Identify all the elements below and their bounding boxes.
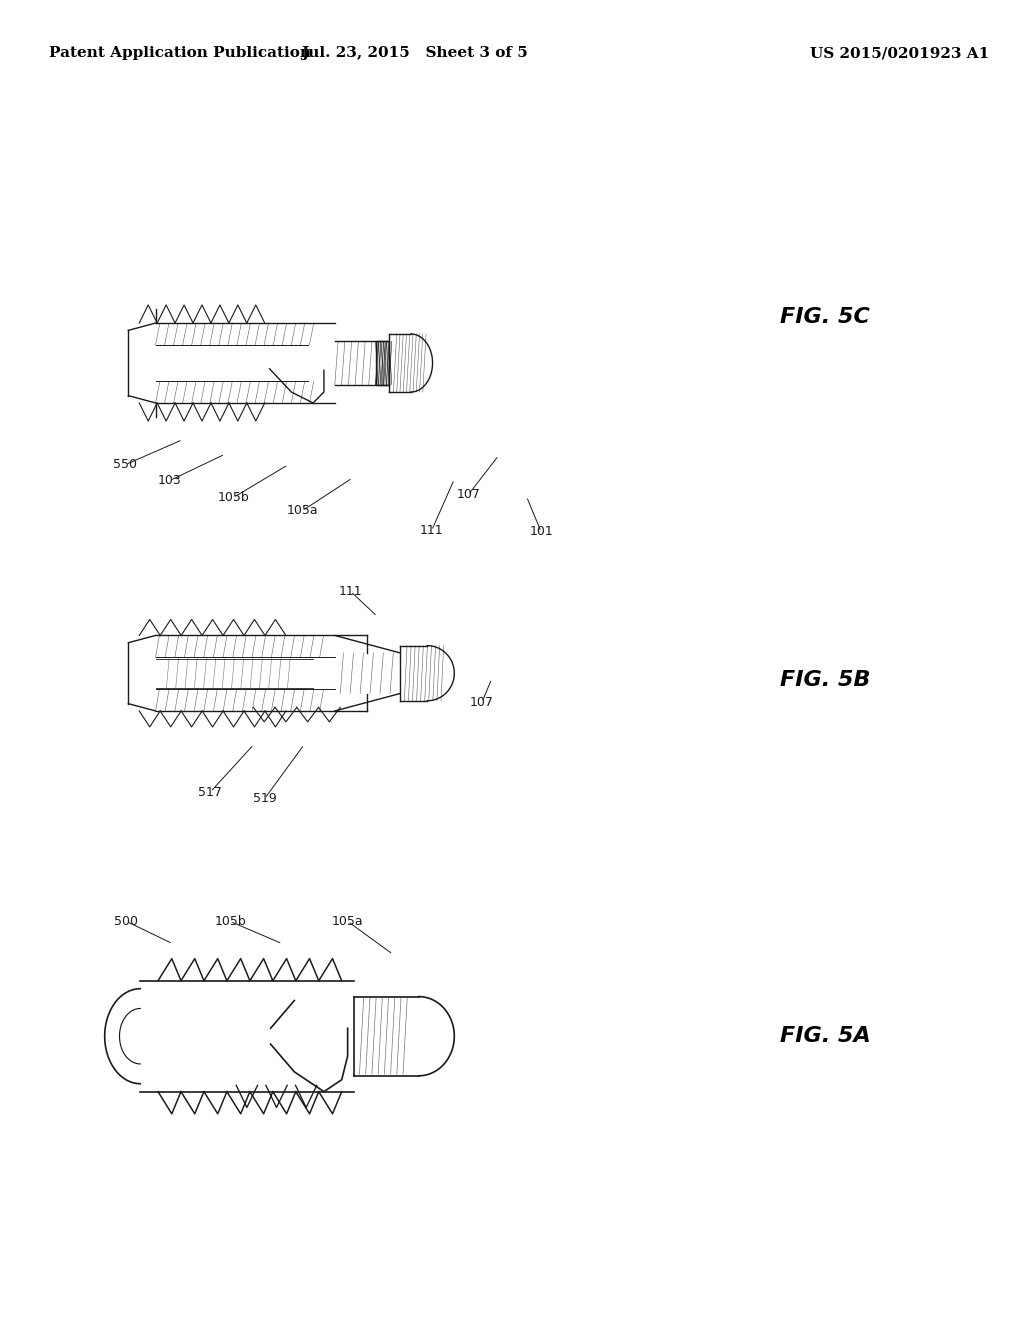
Text: FIG. 5C: FIG. 5C <box>780 306 870 327</box>
Text: 107: 107 <box>456 488 480 502</box>
Text: 519: 519 <box>253 792 276 805</box>
Text: 105b: 105b <box>214 915 246 928</box>
Text: 111: 111 <box>420 524 443 537</box>
Text: 103: 103 <box>158 474 181 487</box>
Text: Patent Application Publication: Patent Application Publication <box>49 46 311 61</box>
Text: FIG. 5B: FIG. 5B <box>780 669 870 690</box>
Text: US 2015/0201923 A1: US 2015/0201923 A1 <box>810 46 989 61</box>
Text: FIG. 5A: FIG. 5A <box>780 1026 871 1047</box>
Text: 550: 550 <box>114 458 137 471</box>
Text: 517: 517 <box>199 785 222 799</box>
Bar <box>376 341 389 385</box>
Text: 105a: 105a <box>287 504 318 517</box>
Text: Jul. 23, 2015   Sheet 3 of 5: Jul. 23, 2015 Sheet 3 of 5 <box>301 46 528 61</box>
Text: 107: 107 <box>470 696 494 709</box>
Text: 111: 111 <box>339 585 362 598</box>
Text: 105b: 105b <box>217 491 249 504</box>
Text: 500: 500 <box>115 915 138 928</box>
Text: 105a: 105a <box>332 915 364 928</box>
Text: 101: 101 <box>529 525 553 539</box>
